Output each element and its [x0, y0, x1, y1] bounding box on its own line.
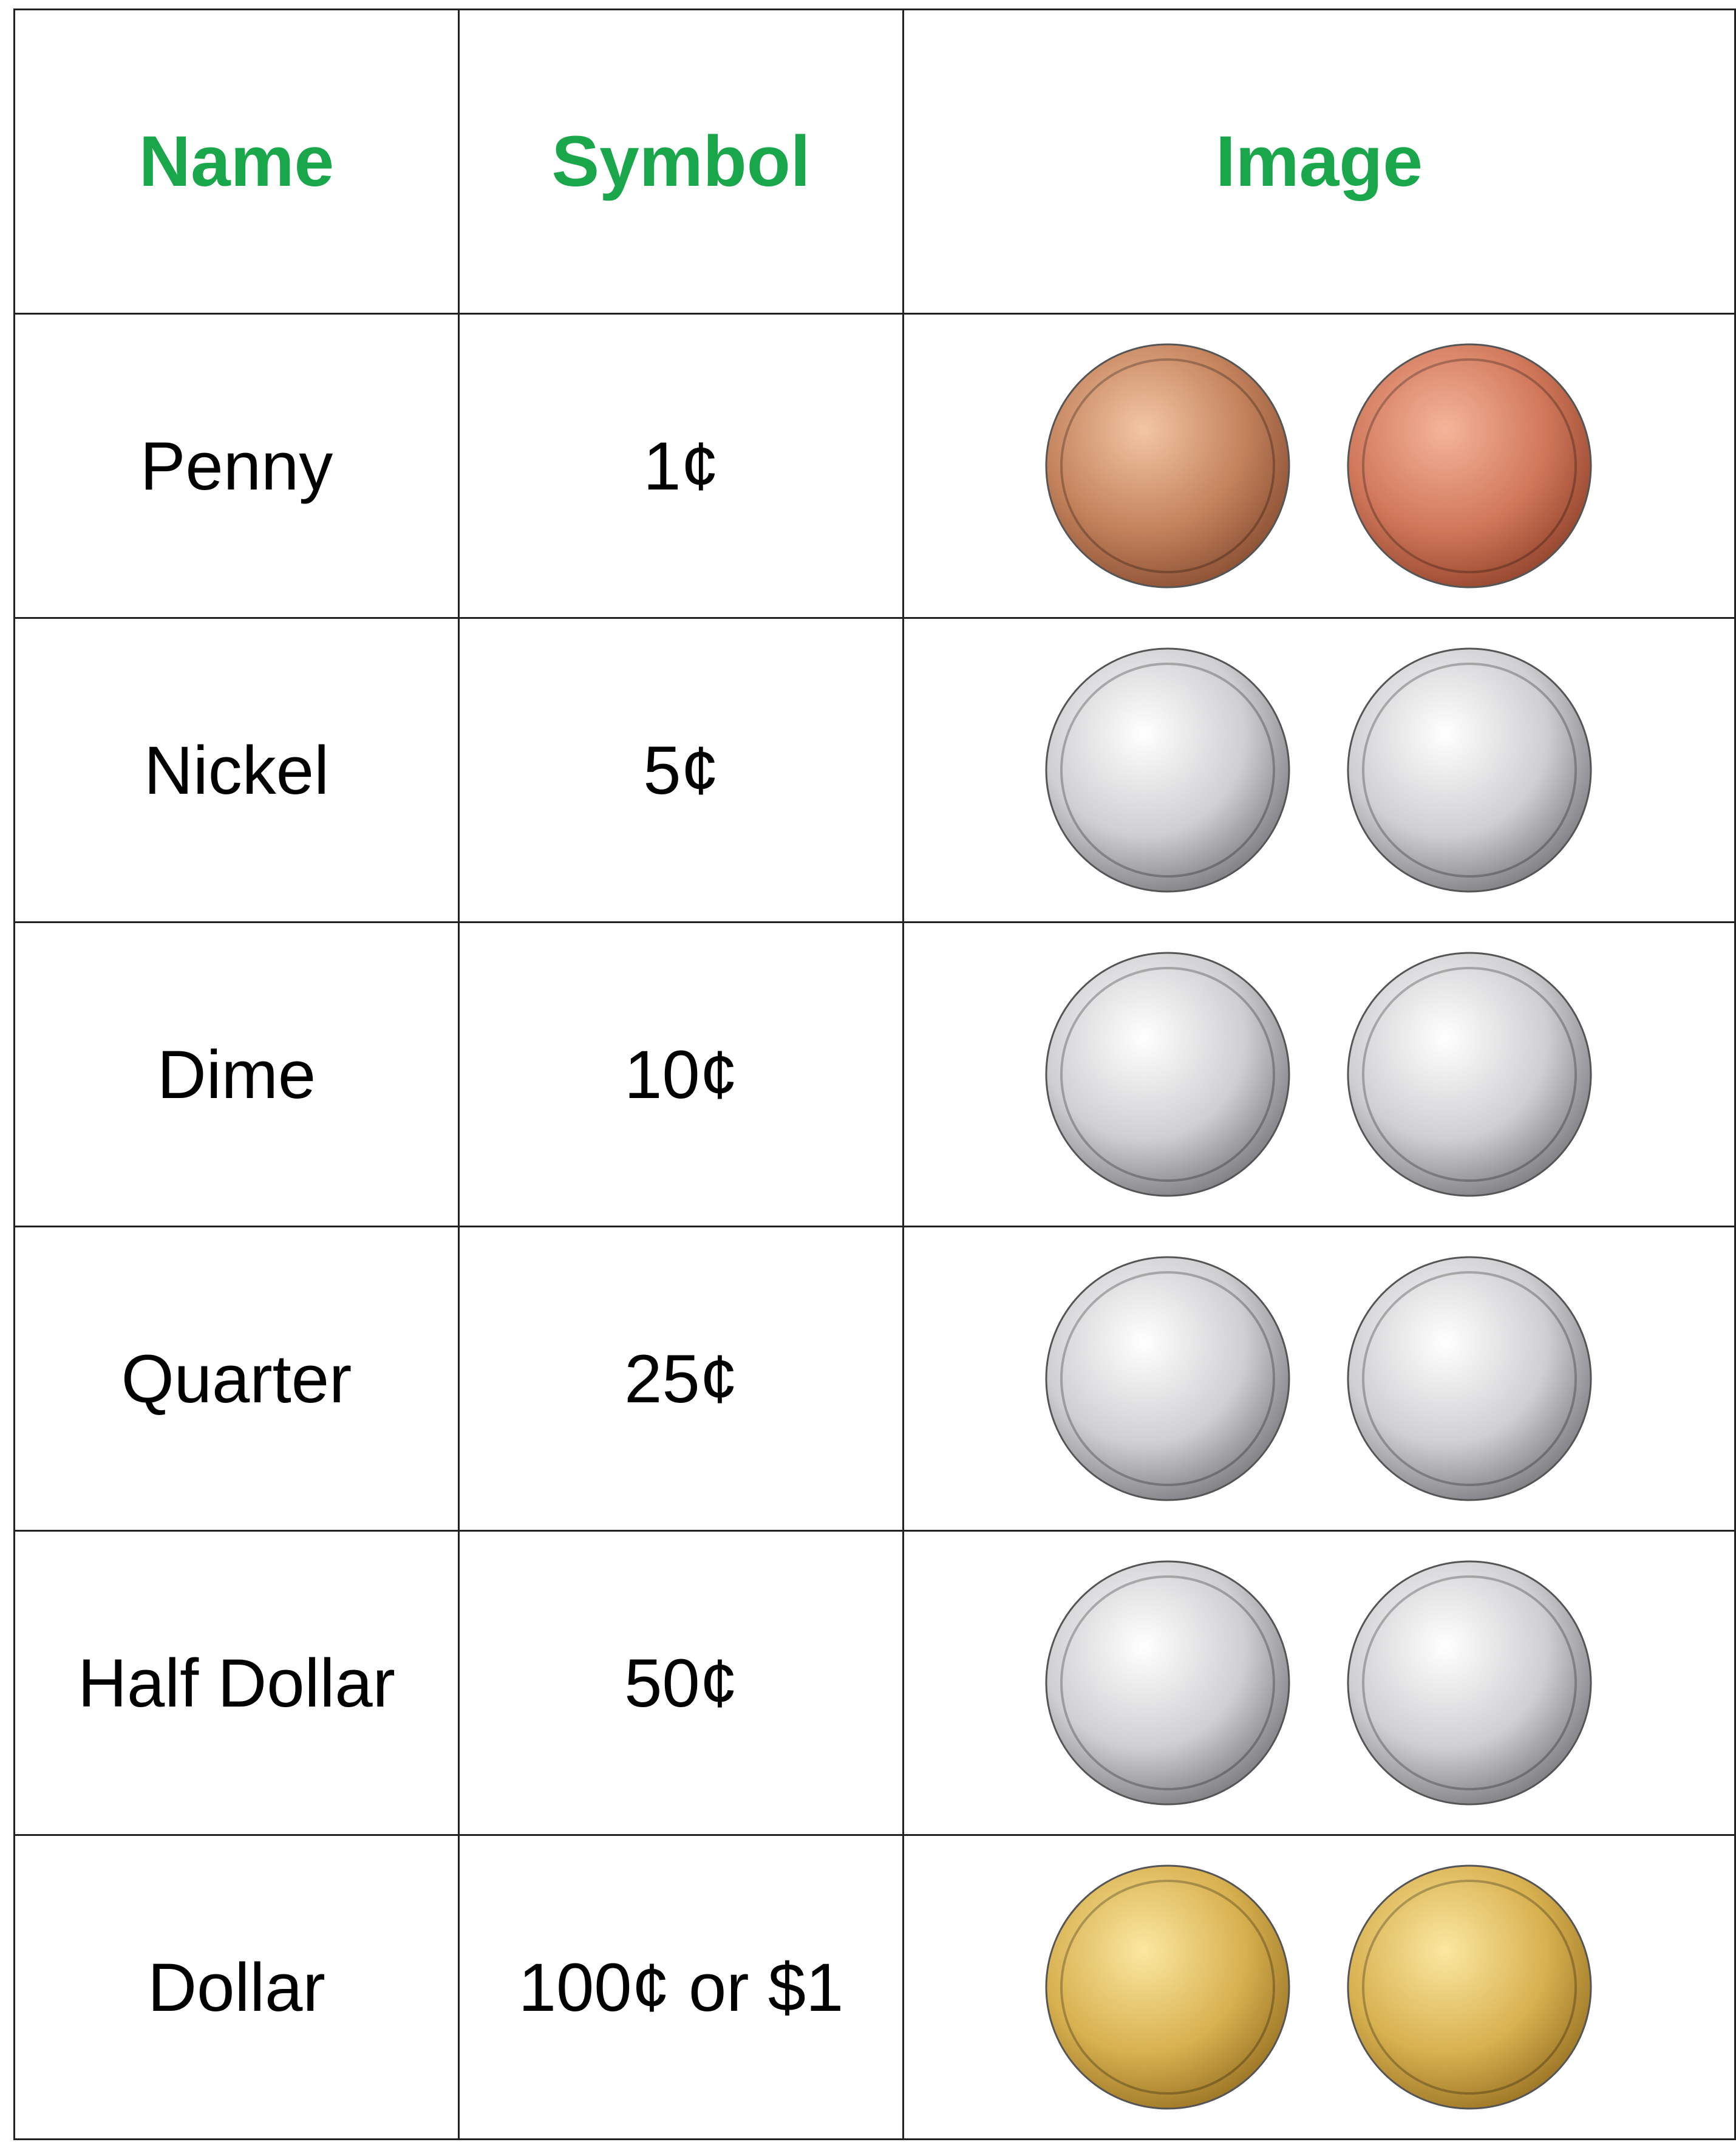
- header-cell: Image: [904, 10, 1735, 314]
- coin-image-cell: [904, 923, 1735, 1227]
- coin-images: [985, 332, 1653, 599]
- header-row: Name Symbol Image: [15, 10, 1735, 314]
- coin-back: [1348, 1257, 1591, 1500]
- coin-symbol: 5¢: [459, 618, 904, 923]
- coin-back: [1348, 953, 1591, 1196]
- coin-front: [1046, 953, 1289, 1196]
- coin-image-cell: [904, 618, 1735, 923]
- coin-name: Dime: [15, 923, 459, 1227]
- coin-image-cell: [904, 314, 1735, 618]
- coin-images: [985, 941, 1653, 1208]
- coin-image-cell: [904, 1531, 1735, 1835]
- coin-back: [1348, 649, 1591, 892]
- coin-symbol: 50¢: [459, 1531, 904, 1835]
- table-header: Name Symbol Image: [15, 10, 1735, 314]
- coin-front: [1046, 649, 1289, 892]
- coin-name: Penny: [15, 314, 459, 618]
- coin-images: [985, 1549, 1653, 1816]
- header-cell: Name: [15, 10, 459, 314]
- coin-symbol: 25¢: [459, 1227, 904, 1531]
- page: html, body { margin: 0; padding: 0; widt…: [0, 0, 1736, 2142]
- coin-front: [1046, 344, 1289, 587]
- coin-name: Half Dollar: [15, 1531, 459, 1835]
- coin-images: [985, 636, 1653, 904]
- coin-front: [1046, 1866, 1289, 2109]
- coin-name: Nickel: [15, 618, 459, 923]
- coin-back: [1348, 344, 1591, 587]
- coin-image-cell: [904, 1227, 1735, 1531]
- body: {"table": {"header": ["Name", "Symbol", …: [0, 0, 1736, 2142]
- coin-name: Dollar: [15, 1835, 459, 2140]
- coin-back: [1348, 1561, 1591, 1804]
- coin-images: [985, 1854, 1653, 2121]
- coin-symbol: 10¢: [459, 923, 904, 1227]
- coin-image-cell: [904, 1835, 1735, 2140]
- coin-back: [1348, 1866, 1591, 2109]
- coin-front: [1046, 1561, 1289, 1804]
- header-cell: Symbol: [459, 10, 904, 314]
- coin-name: Quarter: [15, 1227, 459, 1531]
- coin-symbol: 1¢: [459, 314, 904, 618]
- coin-symbol: 100¢ or $1: [459, 1835, 904, 2140]
- coin-front: [1046, 1257, 1289, 1500]
- coin-images: [985, 1245, 1653, 1512]
